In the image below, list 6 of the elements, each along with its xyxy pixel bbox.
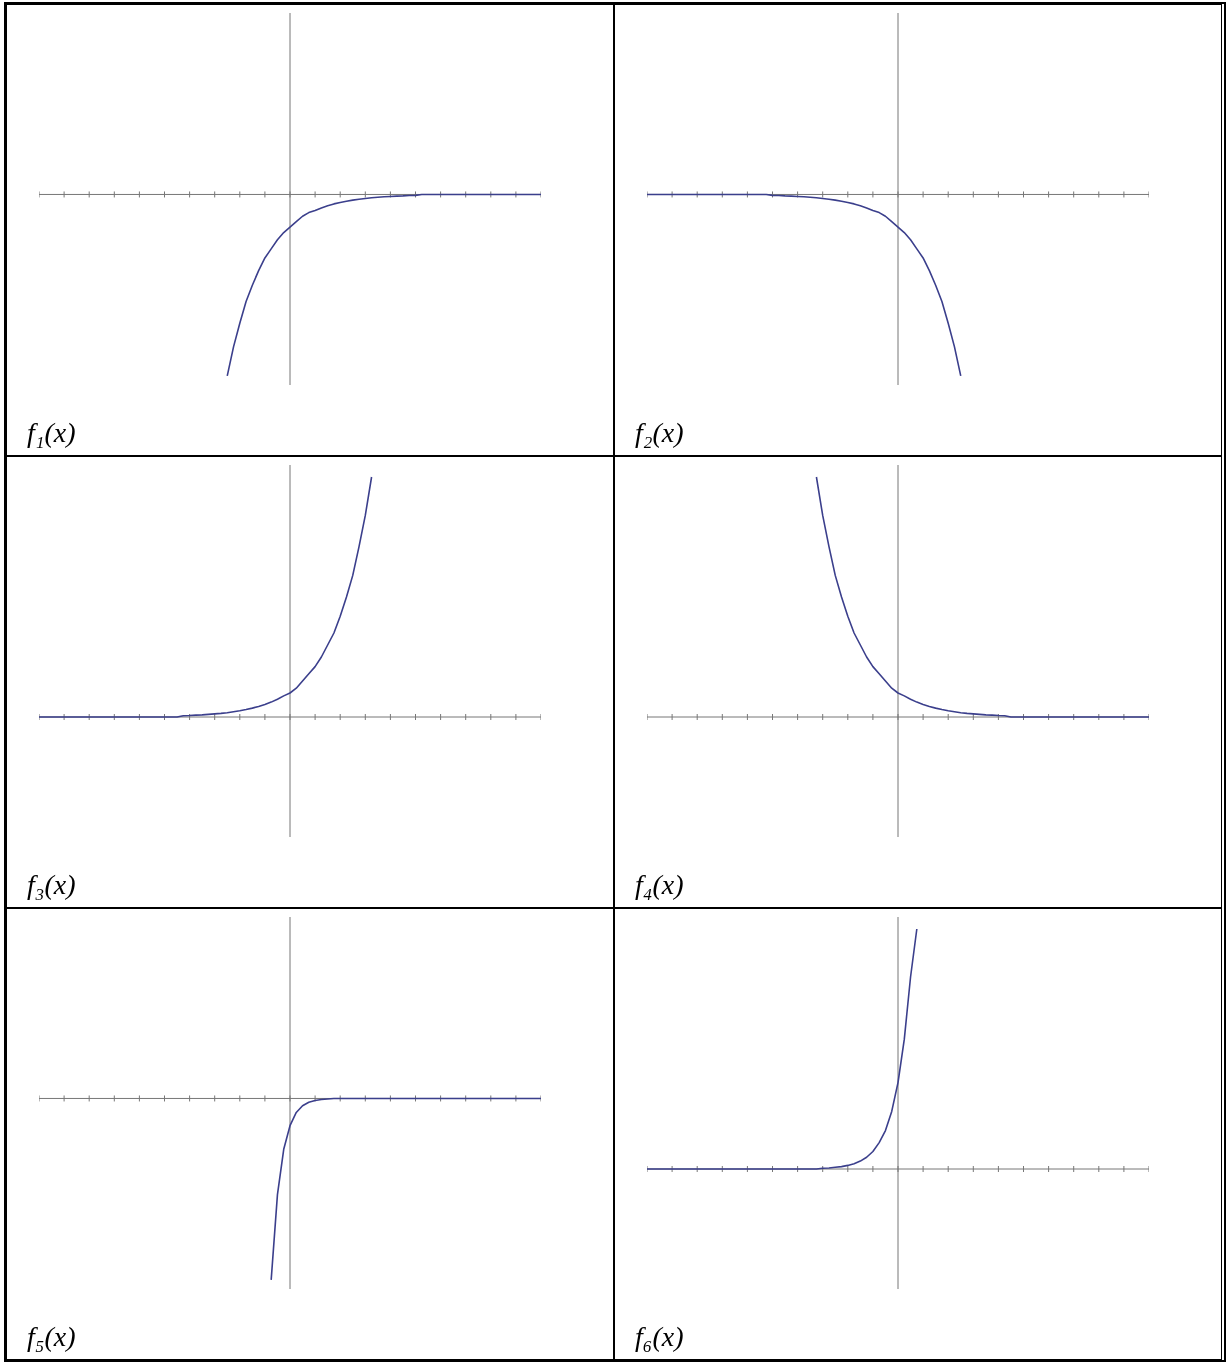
text: f₁(x) <box>27 417 76 449</box>
text: f₄(x) <box>635 869 684 901</box>
text: f₅(x) <box>27 1321 76 1353</box>
text: f₆(x) <box>635 1321 684 1353</box>
text: f₃(x) <box>27 869 76 901</box>
text: f₂(x) <box>635 417 684 449</box>
